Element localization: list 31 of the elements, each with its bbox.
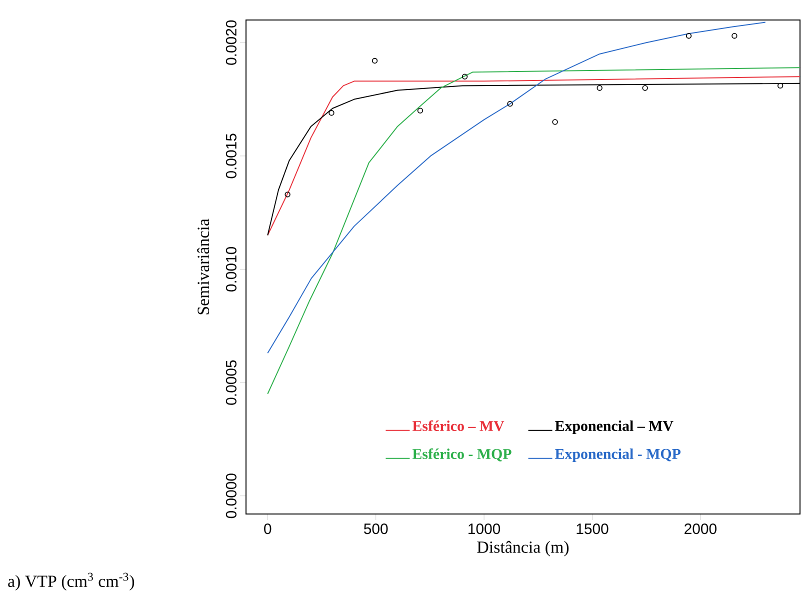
legend-label: Esférico - MQP (412, 448, 512, 462)
y-axis-title: Semivariância (197, 218, 210, 314)
text: a) VTP (cm$^{3}$ cm$^{-3}$) (8, 572, 134, 590)
y-tick-label: 0.0010 (226, 246, 236, 292)
legend-label: Esférico – MV (412, 420, 504, 432)
point (507, 100, 513, 107)
point (642, 85, 648, 91)
point (328, 110, 334, 116)
x-tick-label: 500 (364, 524, 388, 534)
y-tick-label: 0.0015 (226, 134, 236, 178)
x-tick-label: 1500 (576, 524, 608, 534)
line-series (267, 67, 800, 394)
line-series (267, 22, 766, 354)
legend-label: Exponencial – MV (555, 420, 674, 434)
y-tick-label: 0.0000 (226, 474, 236, 518)
legend-label: Exponencial - MQP (555, 448, 681, 462)
point (686, 32, 692, 39)
y-tick-label: 0.0020 (226, 20, 236, 65)
x-tick-label: 2000 (684, 524, 716, 534)
point (284, 192, 290, 198)
point (372, 58, 378, 64)
point (552, 119, 558, 125)
point (462, 74, 468, 80)
x-tick-label: 0 (264, 524, 272, 534)
point (417, 108, 424, 114)
x-tick-label: 1000 (468, 524, 500, 534)
x-axis-title: Distância (m) (477, 540, 569, 556)
point (732, 32, 738, 39)
y-tick-label: 0.0005 (226, 360, 236, 405)
point (596, 85, 602, 91)
point (777, 82, 784, 89)
